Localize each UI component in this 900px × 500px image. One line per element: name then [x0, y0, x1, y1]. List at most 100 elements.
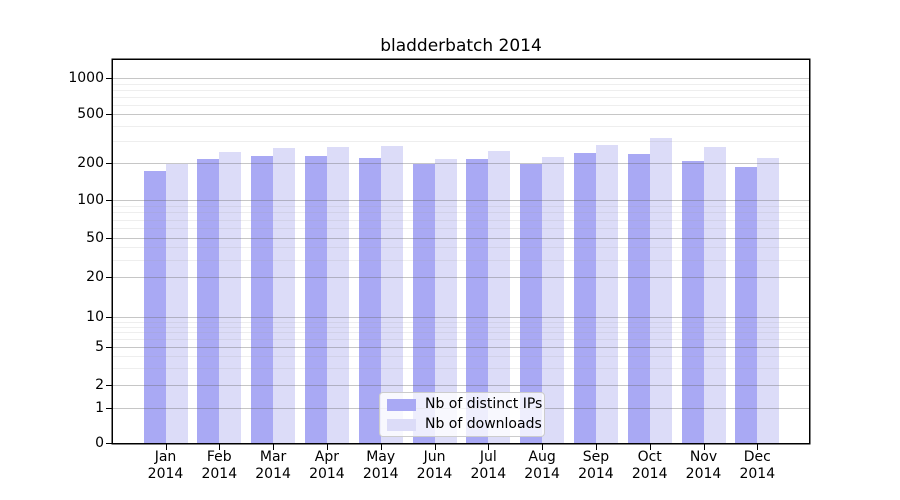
plot-area — [113, 60, 809, 443]
minor-gridline — [113, 339, 809, 341]
minor-gridline — [113, 259, 809, 261]
bar-downloads-jan — [165, 164, 188, 443]
bar-distinct-ips-jan — [143, 171, 166, 443]
x-tick-mark — [434, 444, 436, 450]
y-tick-label: 5 — [95, 339, 104, 355]
x-tick-label-mar: Mar 2014 — [255, 449, 291, 482]
x-tick-mark — [165, 444, 167, 450]
bar-downloads-feb — [219, 152, 242, 443]
minor-gridline — [113, 228, 809, 229]
minor-gridline — [113, 205, 809, 207]
x-tick-mark — [488, 444, 490, 450]
bar-distinct-ips-oct — [627, 154, 650, 443]
bar-downloads-dec — [757, 157, 780, 443]
y-tick-mark — [106, 347, 113, 348]
major-gridline — [113, 200, 809, 201]
y-tick-label: 20 — [86, 269, 104, 285]
legend-swatch-downloads — [387, 418, 416, 431]
x-tick-mark — [757, 444, 759, 450]
minor-gridline — [113, 326, 809, 328]
bar-distinct-ips-jul — [466, 159, 489, 443]
legend-item-downloads: Nb of downloads — [387, 416, 544, 433]
minor-gridline — [113, 104, 809, 106]
bar-distinct-ips-feb — [197, 158, 220, 443]
x-tick-label-jul: Jul 2014 — [470, 449, 507, 482]
bar-downloads-sep — [595, 145, 618, 443]
minor-gridline — [113, 321, 809, 323]
y-tick-label: 2 — [95, 377, 104, 393]
y-tick-mark — [106, 408, 113, 409]
y-tick-mark — [106, 238, 113, 239]
minor-gridline — [113, 368, 809, 370]
chart-title: bladderbatch 2014 — [380, 36, 542, 56]
y-tick-mark — [106, 443, 113, 444]
minor-gridline — [113, 212, 809, 214]
y-tick-mark — [106, 317, 113, 318]
y-tick-mark — [106, 78, 113, 80]
y-tick-mark — [106, 385, 113, 386]
x-tick-label-may: May 2014 — [362, 449, 399, 482]
x-tick-mark — [219, 444, 221, 450]
bar-downloads-oct — [649, 138, 672, 443]
minor-gridline — [113, 126, 809, 128]
minor-gridline — [113, 96, 809, 98]
major-gridline — [113, 277, 809, 278]
x-tick-label-apr: Apr 2014 — [309, 449, 345, 482]
y-tick-label: 500 — [77, 106, 104, 123]
major-gridline — [113, 347, 809, 348]
minor-gridline — [113, 83, 809, 85]
bar-downloads-mar — [273, 147, 296, 443]
y-tick-label: 10 — [86, 309, 104, 325]
x-tick-mark — [649, 444, 651, 450]
major-gridline — [113, 385, 809, 386]
bar-distinct-ips-jun — [412, 163, 435, 443]
legend: Nb of distinct IPs Nb of downloads — [379, 392, 545, 437]
major-gridline — [113, 163, 809, 164]
y-tick-label: 1000 — [68, 70, 104, 87]
minor-gridline — [113, 141, 809, 143]
minor-gridline — [113, 219, 809, 221]
bar-distinct-ips-apr — [304, 155, 327, 443]
x-tick-label-nov: Nov 2014 — [685, 449, 722, 482]
y-tick-mark — [106, 163, 113, 164]
minor-gridline — [113, 356, 809, 358]
y-tick-mark — [106, 277, 113, 278]
x-tick-label-dec: Dec 2014 — [739, 449, 776, 482]
bar-downloads-aug — [542, 156, 565, 443]
x-tick-mark — [380, 444, 382, 450]
x-tick-mark — [326, 444, 328, 450]
legend-item-distinct-ips: Nb of distinct IPs — [387, 396, 544, 413]
legend-label-distinct-ips: Nb of distinct IPs — [425, 396, 543, 412]
bar-downloads-may — [380, 146, 403, 443]
bar-distinct-ips-aug — [520, 163, 543, 443]
y-tick-label: 200 — [77, 155, 104, 171]
minor-gridline — [113, 332, 809, 334]
bar-downloads-jun — [434, 158, 457, 443]
x-tick-label-jan: Jan 2014 — [147, 449, 184, 482]
bar-distinct-ips-mar — [251, 156, 274, 443]
x-tick-label-sep: Sep 2014 — [578, 449, 614, 482]
y-tick-label: 1 — [95, 400, 104, 416]
bar-distinct-ips-sep — [573, 153, 596, 443]
legend-swatch-distinct-ips — [387, 398, 416, 411]
x-tick-mark — [595, 444, 597, 450]
major-gridline — [113, 317, 809, 318]
x-tick-label-aug: Aug 2014 — [524, 449, 560, 482]
y-tick-label: 100 — [77, 192, 104, 208]
x-tick-mark — [703, 444, 705, 450]
x-tick-mark — [273, 444, 275, 450]
x-tick-label-oct: Oct 2014 — [631, 449, 668, 482]
major-gridline — [113, 238, 809, 239]
bar-downloads-apr — [326, 147, 349, 443]
bar-downloads-nov — [703, 147, 726, 443]
minor-gridline — [113, 247, 809, 249]
major-gridline — [113, 78, 809, 80]
bar-distinct-ips-dec — [735, 166, 758, 443]
legend-label-downloads: Nb of downloads — [425, 416, 542, 432]
bar-distinct-ips-nov — [681, 160, 704, 443]
x-tick-mark — [542, 444, 544, 450]
y-tick-label: 0 — [95, 435, 104, 451]
y-tick-mark — [106, 200, 113, 201]
x-tick-label-jun: Jun 2014 — [416, 449, 453, 482]
